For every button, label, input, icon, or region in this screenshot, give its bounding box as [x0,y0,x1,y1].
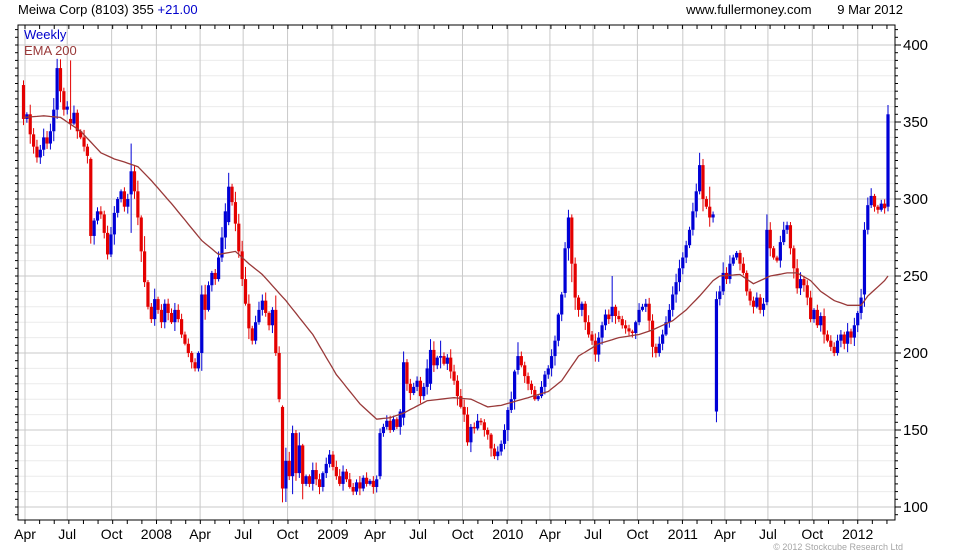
svg-text:Jul: Jul [409,526,427,542]
svg-text:300: 300 [903,191,928,208]
svg-text:Oct: Oct [627,526,649,542]
svg-text:100: 100 [903,499,928,516]
svg-text:Jul: Jul [759,526,777,542]
svg-text:Jul: Jul [234,526,252,542]
svg-text:Apr: Apr [14,526,36,542]
header-right: www.fullermoney.com 9 Mar 2012 [686,2,903,17]
header-bar: Meiwa Corp (8103) 355 +21.00 www.fullerm… [18,2,903,17]
svg-text:2009: 2009 [317,526,348,542]
svg-text:Jul: Jul [584,526,602,542]
svg-text:Apr: Apr [714,526,736,542]
svg-text:2008: 2008 [141,526,172,542]
svg-text:Oct: Oct [801,526,823,542]
svg-text:250: 250 [903,268,928,285]
svg-text:Apr: Apr [364,526,386,542]
svg-text:Oct: Oct [452,526,474,542]
instrument-title: Meiwa Corp (8103) 355 +21.00 [18,2,198,17]
site-link[interactable]: www.fullermoney.com [686,2,812,17]
svg-text:350: 350 [903,114,928,131]
svg-text:Apr: Apr [539,526,561,542]
svg-text:2011: 2011 [668,526,698,542]
svg-text:150: 150 [903,422,928,439]
svg-text:Jul: Jul [58,526,76,542]
price-change: +21.00 [157,2,198,17]
chart-legend: Weekly EMA 200 [24,27,77,59]
instrument-name-price: Meiwa Corp (8103) 355 [18,2,154,17]
svg-text:2010: 2010 [492,526,523,542]
svg-text:Oct: Oct [101,526,123,542]
chart-date: 9 Mar 2012 [837,2,903,17]
copyright-notice: © 2012 Stockcube Research Ltd [773,542,903,552]
svg-text:200: 200 [903,345,928,362]
svg-text:2012: 2012 [842,526,873,542]
timeframe-label: Weekly [24,27,67,42]
svg-text:400: 400 [903,37,928,54]
svg-text:Apr: Apr [189,526,211,542]
svg-text:Oct: Oct [277,526,299,542]
ema-label: EMA 200 [24,43,77,58]
